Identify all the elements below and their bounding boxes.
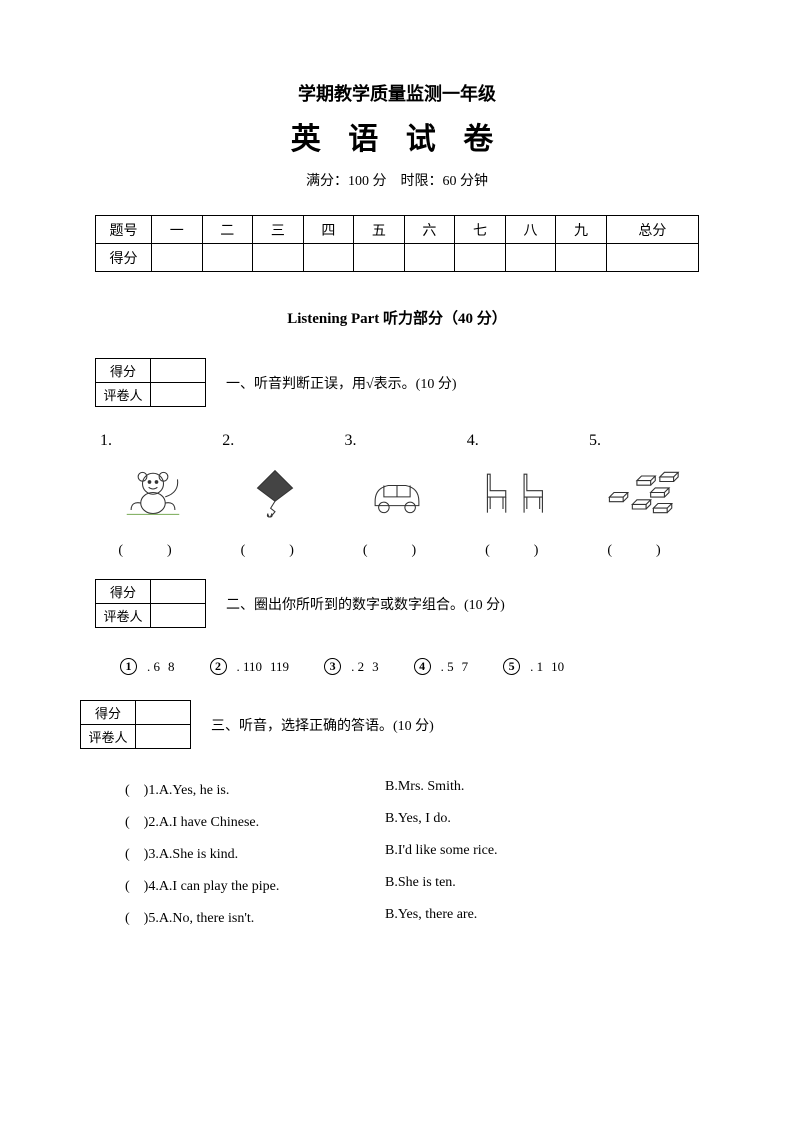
erasers-icon [597,457,687,527]
chairs-icon [474,457,564,527]
item-num: 5. [589,432,601,450]
col-3: 三 [253,216,304,244]
q1-header: 得分 评卷人 一、听音判断正误，用√表示。(10 分) [95,358,699,407]
col-2: 二 [202,216,253,244]
q2-g5: 5. 110 [503,658,564,675]
mini-grader: 评卷人 [96,383,151,407]
item-blank: ( ) [222,539,327,559]
q1-items: 1. ( ) 2. ( ) 3. [95,437,699,559]
q2-text: 二、圈出你所听到的数字或数字组合。(10 分) [226,594,505,614]
q3-item-5: ( )5.A.No, there isn't.B.Yes, there are. [125,907,699,927]
score-value-row: 得分 [96,244,699,272]
q1-item-4: 4. ( ) [467,437,572,559]
subtitle: 学期教学质量监测一年级 [95,80,699,106]
score-label: 得分 [96,244,152,272]
item-num: 4. [467,432,479,450]
monkey-icon [108,457,198,527]
col-6: 六 [404,216,455,244]
mini-table-3: 得分 评卷人 [80,700,191,749]
col-total: 总分 [606,216,698,244]
q1-item-2: 2. ( ) [222,437,327,559]
q3-item-3: ( )3.A.She is kind.B.I'd like some rice. [125,843,699,863]
score-header-row: 题号 一 二 三 四 五 六 七 八 九 总分 [96,216,699,244]
q2-header: 得分 评卷人 二、圈出你所听到的数字或数字组合。(10 分) [95,579,699,628]
car-icon [352,457,442,527]
mini-table-1: 得分 评卷人 [95,358,206,407]
q2-g4: 4. 57 [414,658,469,675]
q2-g2: 2. 110119 [210,658,290,675]
kite-icon [230,457,320,527]
col-5: 五 [354,216,405,244]
col-4: 四 [303,216,354,244]
item-blank: ( ) [100,539,205,559]
col-9: 九 [556,216,607,244]
q3-list: ( )1.A.Yes, he is.B.Mrs. Smith. ( )2.A.I… [95,779,699,927]
item-blank: ( ) [345,539,450,559]
section-title: Listening Part 听力部分（40 分） [95,307,699,328]
col-7: 七 [455,216,506,244]
col-8: 八 [505,216,556,244]
item-num: 1. [100,432,112,450]
q1-item-3: 3. ( ) [345,437,450,559]
q1-item-1: 1. ( ) [100,437,205,559]
q2-numbers: 1. 68 2. 110119 3. 23 4. 57 5. 110 [95,658,699,675]
q3-item-2: ( )2.A.I have Chinese.B.Yes, I do. [125,811,699,831]
q1-item-5: 5. ( ) [589,437,694,559]
item-blank: ( ) [589,539,694,559]
meta: 满分：100 分 时限：60 分钟 [95,170,699,190]
q2-g3: 3. 23 [324,658,379,675]
q3-text: 三、听音，选择正确的答语。(10 分) [211,715,434,735]
item-num: 2. [222,432,234,450]
mini-score: 得分 [96,359,151,383]
col-label: 题号 [96,216,152,244]
mini-table-2: 得分 评卷人 [95,579,206,628]
item-blank: ( ) [467,539,572,559]
title: 英 语 试 卷 [95,114,699,158]
section-en: Listening Part [287,311,379,327]
score-table: 题号 一 二 三 四 五 六 七 八 九 总分 得分 [95,215,699,272]
q3-header: 得分 评卷人 三、听音，选择正确的答语。(10 分) [80,700,699,749]
header: 学期教学质量监测一年级 英 语 试 卷 满分：100 分 时限：60 分钟 [95,80,699,190]
col-1: 一 [152,216,203,244]
item-num: 3. [345,432,357,450]
q3-item-4: ( )4.A.I can play the pipe.B.She is ten. [125,875,699,895]
q1-text: 一、听音判断正误，用√表示。(10 分) [226,373,457,393]
q2-g1: 1. 68 [120,658,175,675]
section-zh: 听力部分（40 分） [383,311,507,327]
q3-item-1: ( )1.A.Yes, he is.B.Mrs. Smith. [125,779,699,799]
